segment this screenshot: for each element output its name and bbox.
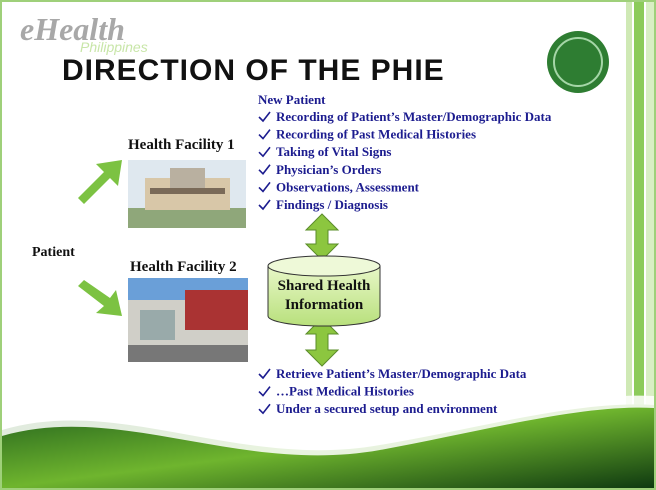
facility-photo: [128, 160, 246, 228]
patient-label: Patient: [32, 245, 75, 260]
list-item: Recording of Patient’s Master/Demographi…: [276, 109, 552, 124]
list-heading: New Patient: [258, 92, 326, 107]
seal: [547, 31, 609, 93]
stripe: [626, 2, 632, 422]
page: {"header": {"logo": "eHealth", "logo_sub…: [0, 0, 656, 490]
list-item: Taking of Vital Signs: [276, 144, 391, 159]
slide: eHealth Philippines DIRECTION OF THE PHI…: [0, 0, 656, 490]
list-item: Observations, Assessment: [276, 179, 420, 194]
list-item: Retrieve Patient’s Master/Demographic Da…: [276, 366, 527, 381]
stripe: [646, 2, 654, 422]
list-item: Under a secured setup and environment: [276, 401, 498, 416]
facility-label: Health Facility 2: [130, 259, 237, 275]
logo-sub: Philippines: [80, 39, 148, 55]
list-item: Physician’s Orders: [276, 162, 381, 177]
database-top: [268, 256, 380, 276]
shared-label: Information: [285, 297, 364, 313]
list-item: …Past Medical Histories: [276, 384, 414, 399]
list-item: Recording of Past Medical Histories: [276, 127, 476, 142]
list-item: Findings / Diagnosis: [276, 197, 388, 212]
title: DIRECTION OF THE PHIE: [62, 54, 445, 87]
facility-photo: [128, 278, 248, 362]
shared-label: Shared Health: [278, 278, 371, 294]
stripe: [634, 2, 644, 422]
facility-label: Health Facility 1: [128, 137, 235, 153]
